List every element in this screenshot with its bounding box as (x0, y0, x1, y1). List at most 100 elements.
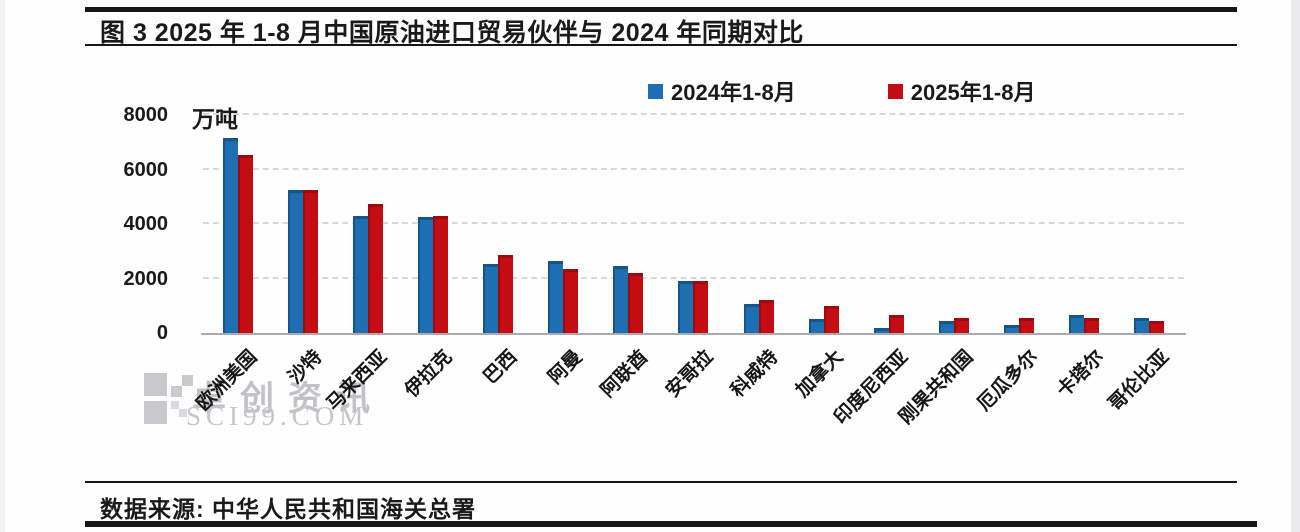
bar-group: 阿曼 (531, 115, 596, 388)
watermark-logo-checker (171, 401, 187, 417)
bar-pair (678, 115, 709, 333)
y-axis-tick-label: 0 (156, 322, 168, 344)
bar-group: 哥伦比亚 (1104, 115, 1182, 415)
x-axis-label: 加拿大 (792, 346, 848, 402)
bar-2024年1-8月 (613, 266, 629, 333)
bar-2025年1-8月 (563, 268, 579, 333)
legend-swatch-icon (887, 83, 903, 99)
chart-legend: 2024年1-8月 2025年1-8月 (648, 75, 1036, 107)
bar-2025年1-8月 (628, 273, 644, 333)
bar-2025年1-8月 (888, 315, 904, 333)
bar-pair (548, 115, 579, 333)
watermark-logo-checker (171, 375, 193, 397)
x-axis-label: 厄瓜多尔 (974, 346, 1043, 416)
bar-pair (1134, 115, 1165, 333)
bar-group: 欧洲美国 (193, 115, 270, 415)
legend-label: 2025年1-8月 (910, 80, 1036, 105)
bar-group: 加拿大 (791, 115, 856, 402)
bar-group: 印度尼西亚 (830, 115, 921, 429)
bar-2024年1-8月 (222, 138, 238, 333)
bar-2025年1-8月 (954, 318, 970, 333)
x-axis-label: 卡塔尔 (1052, 346, 1108, 402)
bar-2024年1-8月 (743, 304, 759, 333)
plot-area: 欧洲美国 沙特 马来西亚 伊拉克 巴西 阿曼 阿联酋 安哥拉 科威特 加拿大 印度尼西亚 刚果共和国厄… (193, 113, 1186, 429)
legend-item: 2024年1-8月 (648, 75, 796, 107)
bar-group: 卡塔尔 (1052, 115, 1117, 402)
gridline (203, 276, 1184, 279)
bar-2024年1-8月 (417, 217, 433, 333)
bar-2025年1-8月 (1149, 320, 1165, 333)
bar-2024年1-8月 (1004, 324, 1020, 333)
bar-2024年1-8月 (808, 319, 824, 333)
bar-pair (939, 115, 970, 333)
bar-pair (222, 115, 253, 333)
x-axis-label: 巴西 (479, 346, 522, 389)
bar-pair (808, 115, 839, 333)
bar-group: 刚果共和国 (896, 115, 986, 429)
bar-2024年1-8月 (548, 260, 564, 333)
x-axis-label: 安哥拉 (661, 346, 718, 402)
bar-group: 沙特 (270, 115, 335, 388)
bar-group: 厄瓜多尔 (974, 115, 1052, 415)
bar-2025年1-8月 (237, 154, 253, 333)
y-axis-tick-label: 8000 (123, 104, 169, 126)
watermark-logo-square (144, 373, 167, 396)
bar-group: 马来西亚 (323, 115, 400, 415)
bar-2025年1-8月 (367, 203, 383, 333)
gridline (203, 222, 1184, 224)
bar-groups: 欧洲美国 沙特 马来西亚 伊拉克 巴西 阿曼 阿联酋 安哥拉 科威特 加拿大 印度尼西亚 刚果共和国厄… (193, 115, 1182, 429)
bar-2025年1-8月 (758, 300, 774, 333)
legend-label: 2024年1-8月 (671, 80, 796, 105)
x-axis-label: 伊拉克 (401, 346, 457, 402)
bar-2024年1-8月 (1134, 318, 1150, 333)
bar-2024年1-8月 (939, 320, 955, 333)
x-axis-label: 科威特 (727, 346, 783, 402)
y-axis-tick-label: 2000 (123, 267, 169, 290)
gridline (203, 167, 1184, 170)
bar-2024年1-8月 (352, 215, 368, 333)
figure-title: 图 3 2025 年 1-8 月中国原油进口贸易伙伴与 2024 年同期对比 (100, 19, 804, 47)
footer-top-rule (85, 481, 1237, 483)
bar-2025年1-8月 (1019, 318, 1035, 333)
left-edge-band (0, 0, 5, 532)
bar-pair (1069, 115, 1100, 333)
gridline (203, 113, 1184, 115)
legend-swatch-icon (648, 83, 663, 99)
bar-2025年1-8月 (693, 281, 709, 333)
bar-pair (483, 115, 514, 333)
bar-2024年1-8月 (287, 189, 303, 333)
x-axis-label: 阿联酋 (596, 346, 652, 402)
bar-2024年1-8月 (483, 263, 499, 333)
bar-2025年1-8月 (823, 305, 839, 333)
bar-group: 阿联酋 (596, 115, 661, 402)
y-axis: 0 2000 4000 6000 8000 (88, 104, 169, 344)
bar-group: 科威特 (726, 115, 791, 402)
y-axis-unit-label: 万吨 (192, 106, 238, 132)
watermark-domain-text: SCI99.COM (186, 401, 369, 431)
right-edge-band (1291, 0, 1300, 532)
watermark-logo-square (144, 401, 167, 424)
bar-group: 伊拉克 (400, 115, 465, 402)
data-source-text: 数据来源: 中华人民共和国海关总署 (100, 496, 477, 522)
bar-2024年1-8月 (1069, 315, 1085, 333)
y-axis-tick-label: 6000 (123, 158, 169, 181)
bar-2025年1-8月 (498, 255, 514, 333)
y-axis-tick-label: 4000 (123, 213, 169, 235)
bar-pair (743, 115, 774, 333)
bar-pair (417, 115, 448, 333)
bar-2024年1-8月 (678, 281, 694, 333)
bottom-thick-rule (85, 521, 1257, 527)
legend-item: 2025年1-8月 (887, 75, 1036, 107)
bar-pair (287, 115, 318, 333)
bar-pair (1004, 115, 1035, 333)
x-axis-baseline (201, 333, 1186, 335)
bar-2025年1-8月 (1084, 318, 1100, 333)
x-axis-label: 哥伦比亚 (1104, 346, 1174, 416)
bar-2024年1-8月 (873, 327, 889, 333)
bar-2025年1-8月 (432, 215, 448, 333)
x-axis-label: 阿曼 (545, 346, 587, 389)
bar-2025年1-8月 (302, 189, 318, 333)
bar-pair (873, 115, 904, 333)
title-underline-rule (85, 44, 1237, 46)
